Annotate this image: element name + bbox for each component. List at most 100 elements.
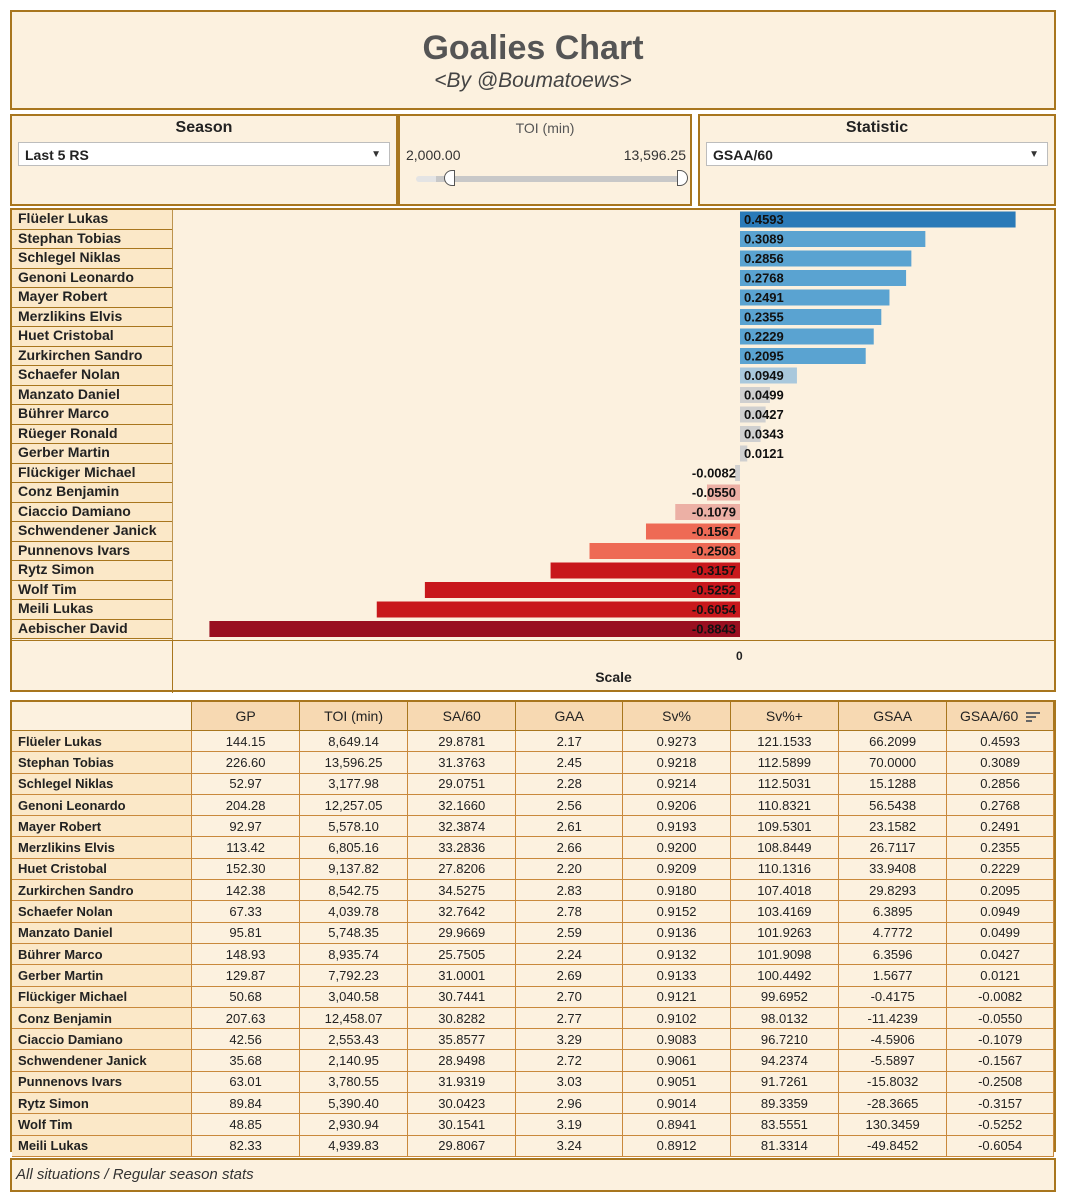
- table-cell: 0.9152: [622, 900, 731, 923]
- chart-bar[interactable]: [209, 621, 741, 637]
- chart-bar[interactable]: [424, 582, 740, 598]
- table-cell: 0.9132: [622, 942, 731, 966]
- table-cell: -5.5897: [838, 1049, 948, 1072]
- chart-bar[interactable]: [376, 601, 740, 618]
- chart-data-label: 0.2229: [744, 329, 784, 344]
- table-row: Conz Benjamin 207.63 12,458.07 30.8282 2.77 0…: [12, 1006, 1054, 1030]
- statistic-select[interactable]: GSAA/60 ▼: [706, 142, 1048, 166]
- chart-goalie-name: Huet Cristobal: [12, 327, 172, 347]
- table-cell: 0.2095: [946, 879, 1054, 902]
- chart-bar[interactable]: [740, 270, 907, 286]
- toi-slider-range: [436, 176, 684, 182]
- table-cell: 2.24: [515, 942, 624, 966]
- table-column-header[interactable]: Sv%+: [729, 702, 840, 731]
- chart-bar[interactable]: [740, 406, 766, 423]
- table-cell: 92.97: [191, 815, 300, 838]
- table-cell: 1.5677: [838, 964, 948, 987]
- chart-bar[interactable]: [740, 328, 874, 345]
- table-cell: 108.8449: [729, 836, 840, 859]
- table-cell: 0.9206: [622, 793, 731, 817]
- table-cell-name: Rytz Simon: [12, 1092, 193, 1115]
- chart-bar[interactable]: [740, 445, 748, 462]
- table-cell: 4.7772: [838, 921, 948, 944]
- chevron-down-icon: ▼: [371, 149, 381, 160]
- chart-bar[interactable]: [740, 348, 866, 364]
- table-cell: 56.5438: [838, 793, 948, 817]
- chart-bar[interactable]: [740, 289, 890, 306]
- table-cell: 2.59: [515, 921, 624, 944]
- chart-goalie-name: Bührer Marco: [12, 405, 172, 425]
- table-cell: 121.1533: [729, 729, 840, 753]
- table-cell: 25.7505: [407, 942, 517, 966]
- table-column-header[interactable]: SA/60: [407, 702, 517, 731]
- table-column-header[interactable]: GAA: [515, 702, 624, 731]
- chart-data-label: -0.2508: [692, 544, 736, 559]
- statistic-value: GSAA/60: [713, 147, 773, 163]
- table-cell-name: Ciaccio Damiano: [12, 1028, 193, 1051]
- chart-bar[interactable]: [740, 231, 926, 247]
- chart-data-label: -0.0082: [692, 466, 736, 481]
- chart-bar[interactable]: [675, 504, 740, 520]
- table-row: Meili Lukas 82.33 4,939.83 29.8067 3.24 0.891…: [12, 1134, 1054, 1157]
- column-header-label: GSAA: [873, 708, 913, 724]
- table-row: Zurkirchen Sandro 142.38 8,542.75 34.5275 2.…: [12, 879, 1054, 902]
- chart-data-label: 0.2095: [744, 349, 784, 364]
- chart-bar[interactable]: [740, 387, 770, 403]
- table-column-header[interactable]: GP: [191, 702, 300, 731]
- table-row: Huet Cristobal 152.30 9,137.82 27.8206 2.20 0…: [12, 857, 1054, 881]
- table-cell: 0.0499: [946, 921, 1054, 944]
- table-column-header[interactable]: TOI (min): [298, 702, 409, 731]
- chart-scale: 0 Scale: [172, 640, 1054, 693]
- chart-bar[interactable]: [740, 250, 912, 267]
- chart-bar[interactable]: [589, 543, 740, 559]
- chart-goalie-name: Gerber Martin: [12, 444, 172, 464]
- chart-bar[interactable]: [735, 465, 740, 481]
- table-cell: 3.03: [515, 1070, 624, 1094]
- table-cell: 0.9121: [622, 985, 731, 1008]
- bar-chart: Flüeler Lukas Stephan Tobias Schlegel Nikl…: [10, 208, 1056, 693]
- season-select[interactable]: Last 5 RS ▼: [18, 142, 390, 166]
- table-cell: 3,177.98: [298, 772, 409, 795]
- table-column-header[interactable]: Sv%: [622, 702, 731, 731]
- chart-bar[interactable]: [740, 211, 1016, 228]
- table-column-header[interactable]: GSAA: [838, 702, 948, 731]
- table-cell: 0.9061: [622, 1049, 731, 1072]
- table-body: Flüeler Lukas 144.15 8,649.14 29.8781 2.17 0.…: [12, 729, 1054, 1157]
- chart-bar[interactable]: [740, 367, 797, 384]
- table-cell: 30.8282: [407, 1006, 517, 1030]
- sort-descending-icon[interactable]: [1026, 710, 1041, 724]
- table-cell: 2.96: [515, 1092, 624, 1115]
- chart-bar[interactable]: [550, 562, 740, 579]
- chart-bar[interactable]: [645, 523, 740, 540]
- chart-goalie-name: Conz Benjamin: [12, 483, 172, 503]
- chart-goalie-name: Aebischer David: [12, 619, 172, 639]
- chart-bar[interactable]: [740, 309, 882, 325]
- table-cell: 99.6952: [729, 985, 840, 1008]
- toi-slider-min-handle[interactable]: [444, 170, 455, 186]
- toi-slider-max-handle[interactable]: [677, 170, 688, 186]
- chart-data-label: -0.0550: [692, 485, 736, 500]
- season-filter: Season Last 5 RS ▼: [10, 114, 398, 206]
- column-header-label: Sv%+: [765, 708, 803, 724]
- table-cell: -28.3665: [838, 1092, 948, 1115]
- table-column-header[interactable]: GSAA/60: [946, 702, 1054, 731]
- chart-goalie-name: Flückiger Michael: [12, 463, 172, 483]
- table-cell: 42.56: [191, 1028, 300, 1051]
- table-cell: 2.28: [515, 772, 624, 795]
- scale-axis-label: Scale: [595, 669, 632, 685]
- table-cell: 2,930.94: [298, 1113, 409, 1136]
- chart-data-label: 0.0343: [744, 427, 784, 442]
- table-cell: 0.2856: [946, 772, 1054, 795]
- chart-plot: 0.4593 0.3089 0.2856 0.2768 0.2491 0.2355 0.22…: [172, 210, 1016, 640]
- table-cell: 2.70: [515, 985, 624, 1008]
- chart-bar[interactable]: [740, 426, 761, 442]
- table-cell: 33.9408: [838, 857, 948, 881]
- table-cell: 29.9669: [407, 921, 517, 944]
- table-row: Bührer Marco 148.93 8,935.74 25.7505 2.24 0.9…: [12, 942, 1054, 966]
- chart-data-label: 0.2768: [744, 271, 784, 286]
- chart-bar[interactable]: [707, 484, 740, 501]
- toi-max-value: 13,596.25: [623, 147, 686, 163]
- table-cell: -0.5252: [946, 1113, 1054, 1136]
- table-cell: 29.8067: [407, 1134, 517, 1157]
- table-cell: 94.2374: [729, 1049, 840, 1072]
